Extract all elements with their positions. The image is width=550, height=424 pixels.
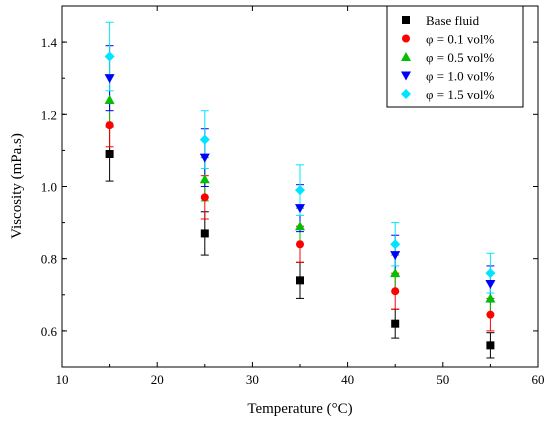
- data-point: [486, 341, 495, 350]
- legend-label: φ = 0.1 vol%: [426, 32, 494, 47]
- legend-marker: [401, 71, 411, 81]
- x-tick-label: 40: [341, 372, 354, 387]
- data-point: [200, 193, 209, 202]
- legend-label: φ = 1.5 vol%: [426, 87, 494, 102]
- y-tick-label: 1.2: [41, 107, 57, 122]
- data-point: [104, 74, 115, 84]
- data-point: [199, 134, 210, 145]
- legend-label: φ = 1.0 vol%: [426, 69, 494, 84]
- data-point: [485, 268, 496, 279]
- y-tick-label: 0.6: [41, 324, 58, 339]
- y-tick-label: 1.0: [41, 180, 57, 195]
- data-point: [390, 251, 401, 261]
- data-point: [296, 240, 304, 249]
- x-tick-label: 20: [151, 372, 164, 387]
- legend-marker: [402, 34, 410, 43]
- data-point: [486, 310, 495, 319]
- legend-label: Base fluid: [426, 13, 480, 28]
- data-point: [391, 287, 400, 296]
- data-point: [485, 293, 496, 303]
- data-point: [105, 150, 114, 159]
- data-point: [295, 221, 305, 231]
- data-point: [199, 174, 210, 184]
- x-tick-label: 10: [56, 372, 69, 387]
- legend-label: φ = 0.5 vol%: [426, 50, 494, 65]
- x-tick-label: 50: [436, 372, 449, 387]
- data-markers: [104, 51, 496, 350]
- data-point: [391, 319, 400, 328]
- data-point: [296, 276, 304, 285]
- data-point: [104, 94, 115, 104]
- data-point: [485, 279, 496, 289]
- axis-ticks: 10 20 30 40 50 60 0.6 0.8 1.0 1.2 1.4: [41, 5, 545, 387]
- data-point: [295, 185, 305, 196]
- y-axis-label: Viscosity (mPa.s): [9, 133, 25, 239]
- legend-marker: [401, 89, 411, 99]
- legend: Base fluid φ = 0.1 vol% φ = 0.5 vol% φ = 1.…: [386, 5, 524, 108]
- data-point: [390, 268, 401, 278]
- x-axis-label: Temperature (°C): [247, 401, 352, 417]
- data-point: [390, 239, 401, 250]
- data-point: [199, 153, 210, 163]
- x-tick-label: 60: [532, 372, 545, 387]
- data-point: [295, 204, 305, 214]
- legend-marker: [401, 52, 411, 61]
- x-tick-label: 30: [246, 372, 259, 387]
- data-point: [104, 51, 115, 62]
- legend-marker: [402, 16, 410, 24]
- data-point: [200, 229, 209, 238]
- y-tick-label: 1.4: [41, 35, 58, 50]
- data-point: [105, 121, 114, 130]
- y-tick-label: 0.8: [41, 252, 57, 267]
